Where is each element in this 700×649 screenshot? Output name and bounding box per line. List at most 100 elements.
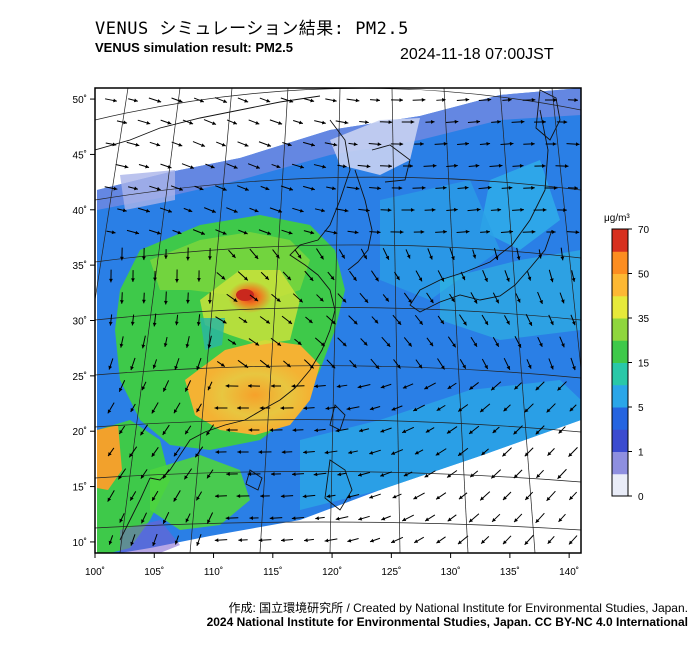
wind-arrow bbox=[392, 314, 402, 326]
wind-arrow bbox=[207, 292, 212, 304]
wind-arrow bbox=[215, 229, 227, 235]
wind-arrow bbox=[162, 380, 170, 392]
wind-arrow bbox=[547, 535, 555, 545]
colorbar-segment bbox=[612, 473, 628, 497]
lat-tick-label: 40˚ bbox=[73, 205, 87, 217]
wind-arrow bbox=[522, 229, 536, 234]
wind-arrow bbox=[434, 141, 448, 146]
wind-arrow bbox=[555, 164, 569, 169]
wind-arrow bbox=[185, 513, 191, 523]
wind-arrow bbox=[226, 428, 238, 432]
wind-arrow bbox=[115, 164, 129, 169]
wind-arrow bbox=[236, 494, 250, 498]
wind-arrow bbox=[193, 97, 205, 103]
wind-arrow bbox=[413, 230, 425, 234]
wind-arrow bbox=[303, 185, 315, 191]
wind-arrow bbox=[204, 207, 216, 213]
wind-arrow bbox=[104, 98, 118, 103]
wind-arrow bbox=[104, 186, 118, 191]
wind-arrow bbox=[503, 357, 511, 371]
wind-arrow bbox=[126, 229, 140, 235]
wind-arrow bbox=[402, 383, 414, 389]
colorbar-label: 70 bbox=[638, 225, 650, 236]
wind-arrow bbox=[481, 358, 489, 370]
wind-arrow bbox=[108, 314, 113, 326]
wind-arrow bbox=[436, 98, 446, 102]
wind-arrow bbox=[107, 490, 115, 502]
wind-arrow bbox=[415, 270, 423, 282]
wind-arrow bbox=[358, 208, 370, 213]
colorbar-segment bbox=[612, 384, 628, 408]
wind-arrow bbox=[283, 360, 291, 368]
wind-arrow bbox=[513, 469, 523, 479]
wind-arrow bbox=[435, 492, 447, 500]
wind-arrow bbox=[152, 313, 157, 327]
colorbar-segment bbox=[612, 318, 628, 341]
meridian-g bbox=[443, 88, 469, 553]
wind-arrow bbox=[548, 358, 554, 370]
wind-arrow bbox=[524, 534, 534, 546]
wind-arrow bbox=[324, 538, 338, 543]
wind-arrow bbox=[281, 450, 293, 454]
parallel-30 bbox=[95, 307, 581, 321]
wind-arrow bbox=[490, 207, 502, 212]
longitude-axis: 100˚ 105˚ 110˚ 115˚ 120˚ 125˚ 130˚ 135˚ 140˚ bbox=[85, 553, 579, 578]
wind-arrow bbox=[512, 163, 524, 168]
wind-arrow bbox=[511, 119, 525, 124]
wind-arrow bbox=[305, 316, 313, 324]
wind-arrow bbox=[547, 448, 555, 456]
wind-arrow bbox=[467, 119, 481, 124]
wind-arrow bbox=[394, 271, 400, 281]
wind-arrow bbox=[390, 536, 404, 544]
wind-arrow bbox=[478, 97, 492, 102]
wind-arrow bbox=[557, 468, 567, 480]
wind-arrow bbox=[174, 535, 180, 545]
wind-arrow bbox=[249, 207, 259, 213]
wind-arrow bbox=[489, 163, 503, 168]
wind-arrow bbox=[425, 120, 435, 124]
wind-arrow bbox=[537, 336, 543, 348]
wind-arrow bbox=[293, 120, 303, 125]
wind-arrow bbox=[314, 384, 326, 389]
wind-arrow bbox=[226, 472, 238, 476]
wind-arrow bbox=[237, 97, 249, 103]
wind-arrow bbox=[281, 229, 293, 235]
wind-arrow bbox=[214, 406, 228, 410]
wind-arrow bbox=[117, 208, 127, 213]
wind-arrow bbox=[346, 98, 360, 103]
wind-arrow bbox=[470, 336, 478, 348]
wind-arrow bbox=[248, 428, 260, 432]
wind-arrow bbox=[413, 492, 425, 500]
wind-arrow bbox=[120, 247, 124, 261]
wind-arrow bbox=[325, 98, 337, 103]
colorbar-segment bbox=[612, 295, 628, 319]
wind-arrow bbox=[291, 472, 305, 477]
wind-arrow bbox=[313, 472, 327, 477]
wind-arrow bbox=[523, 185, 535, 190]
china-coast bbox=[149, 119, 351, 481]
wind-arrow bbox=[401, 426, 415, 434]
wind-arrow bbox=[129, 491, 137, 501]
wind-arrow bbox=[403, 471, 413, 477]
license-line: 2024 National Institute for Environmenta… bbox=[0, 615, 688, 629]
wind-arrow bbox=[413, 536, 425, 544]
lat-tick-label: 50˚ bbox=[73, 94, 87, 106]
wind-arrow bbox=[447, 514, 457, 522]
wind-arrow bbox=[424, 207, 436, 212]
northwest-light bbox=[120, 170, 175, 210]
wind-arrow bbox=[196, 403, 202, 413]
wind-arrow bbox=[148, 97, 162, 103]
wind-arrow bbox=[281, 315, 293, 325]
wind-arrow bbox=[106, 230, 116, 235]
wind-arrow bbox=[182, 119, 194, 125]
wind-arrow bbox=[424, 470, 436, 478]
wind-arrow bbox=[346, 494, 360, 499]
wind-arrow bbox=[533, 208, 547, 212]
wind-arrow bbox=[390, 142, 404, 146]
wind-arrow bbox=[348, 315, 358, 325]
wind-arrow bbox=[269, 207, 283, 213]
wind-arrow bbox=[184, 425, 192, 435]
wind-arrow bbox=[162, 469, 170, 479]
wind-arrow bbox=[194, 446, 204, 458]
wind-arrow bbox=[369, 537, 381, 543]
